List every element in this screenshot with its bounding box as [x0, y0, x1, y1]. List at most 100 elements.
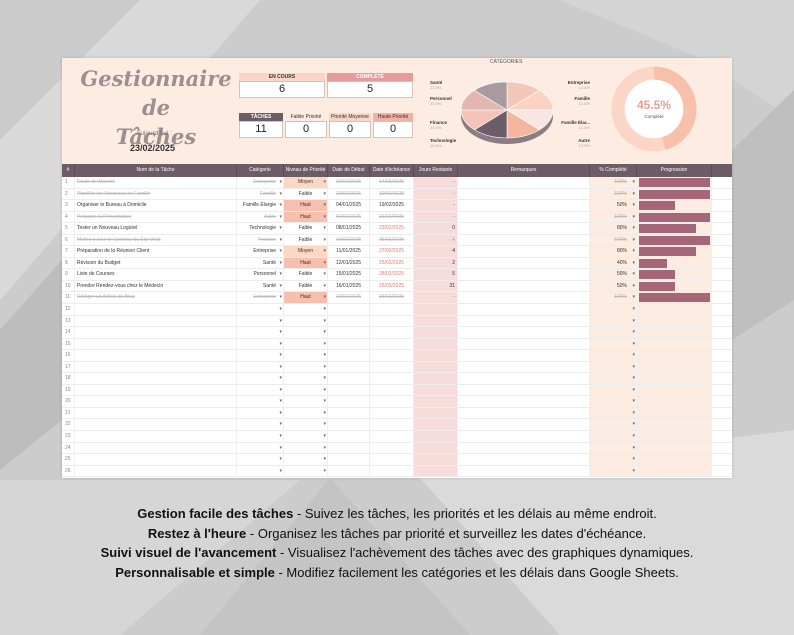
- cell-due-date[interactable]: 28/02/2025: [370, 269, 414, 280]
- cell-priority[interactable]: Haut: [284, 200, 328, 211]
- cell-category[interactable]: Autre: [237, 211, 284, 223]
- cell-task-name[interactable]: Liste de Courses: [75, 269, 237, 280]
- cell-task-name[interactable]: [75, 350, 237, 361]
- cell-due-date[interactable]: [370, 338, 414, 350]
- cell-category[interactable]: [237, 373, 284, 384]
- cell-task-name[interactable]: [75, 315, 237, 327]
- cell-remarks[interactable]: [458, 396, 590, 407]
- cell-due-date[interactable]: [370, 304, 414, 315]
- cell-priority[interactable]: [284, 373, 328, 384]
- cell-remarks[interactable]: [458, 280, 590, 292]
- cell-remarks[interactable]: [458, 188, 590, 200]
- cell-start-date[interactable]: [328, 315, 370, 327]
- column-header-category[interactable]: Catégorie: [237, 164, 284, 177]
- cell-remarks[interactable]: [458, 269, 590, 280]
- cell-remarks[interactable]: [458, 419, 590, 431]
- cell-remarks[interactable]: [458, 454, 590, 465]
- cell-percent-complete[interactable]: 100%: [590, 211, 637, 223]
- cell-remarks[interactable]: [458, 211, 590, 223]
- cell-remarks[interactable]: [458, 361, 590, 373]
- cell-percent-complete[interactable]: 50%: [590, 280, 637, 292]
- cell-priority[interactable]: [284, 442, 328, 454]
- cell-task-name[interactable]: Révision du Budget: [75, 257, 237, 269]
- cell-percent-complete[interactable]: 50%: [590, 200, 637, 211]
- cell-percent-complete[interactable]: [590, 361, 637, 373]
- cell-percent-complete[interactable]: [590, 327, 637, 338]
- cell-category[interactable]: Personnel: [237, 269, 284, 280]
- cell-percent-complete[interactable]: 100%: [590, 234, 637, 246]
- cell-task-name[interactable]: [75, 419, 237, 431]
- cell-priority[interactable]: [284, 396, 328, 407]
- cell-task-name[interactable]: Prendre Rendez-vous chez le Médecin: [75, 280, 237, 292]
- cell-remarks[interactable]: [458, 292, 590, 304]
- cell-priority[interactable]: [284, 315, 328, 327]
- cell-start-date[interactable]: [328, 338, 370, 350]
- cell-percent-complete[interactable]: 80%: [590, 223, 637, 234]
- cell-priority[interactable]: Faible: [284, 234, 328, 246]
- cell-percent-complete[interactable]: [590, 304, 637, 315]
- cell-percent-complete[interactable]: 80%: [590, 246, 637, 257]
- cell-remarks[interactable]: [458, 223, 590, 234]
- cell-start-date[interactable]: 10/01/2025: [328, 234, 370, 246]
- cell-category[interactable]: [237, 431, 284, 442]
- cell-category[interactable]: Finance: [237, 234, 284, 246]
- cell-category[interactable]: [237, 327, 284, 338]
- cell-priority[interactable]: [284, 465, 328, 477]
- cell-priority[interactable]: [284, 419, 328, 431]
- column-header-row-number[interactable]: #: [62, 164, 75, 177]
- cell-priority[interactable]: [284, 350, 328, 361]
- cell-percent-complete[interactable]: 100%: [590, 177, 637, 188]
- cell-remarks[interactable]: [458, 373, 590, 384]
- cell-category[interactable]: [237, 315, 284, 327]
- cell-category[interactable]: Famille Élargie: [237, 200, 284, 211]
- cell-due-date[interactable]: [370, 442, 414, 454]
- cell-task-name[interactable]: Rédiger un Article de Blog: [75, 292, 237, 304]
- cell-category[interactable]: [237, 454, 284, 465]
- cell-priority[interactable]: [284, 454, 328, 465]
- cell-start-date[interactable]: [328, 465, 370, 477]
- cell-percent-complete[interactable]: [590, 465, 637, 477]
- cell-due-date[interactable]: [370, 384, 414, 396]
- cell-percent-complete[interactable]: 40%: [590, 257, 637, 269]
- cell-task-name[interactable]: [75, 407, 237, 419]
- cell-percent-complete[interactable]: 100%: [590, 188, 637, 200]
- cell-priority[interactable]: [284, 338, 328, 350]
- cell-remarks[interactable]: [458, 465, 590, 477]
- cell-priority[interactable]: [284, 384, 328, 396]
- cell-task-name[interactable]: [75, 442, 237, 454]
- cell-category[interactable]: [237, 384, 284, 396]
- cell-start-date[interactable]: 11/01/2025: [328, 246, 370, 257]
- cell-task-name[interactable]: [75, 304, 237, 315]
- cell-task-name[interactable]: [75, 465, 237, 477]
- cell-category[interactable]: [237, 465, 284, 477]
- cell-percent-complete[interactable]: [590, 396, 637, 407]
- cell-remarks[interactable]: [458, 177, 590, 188]
- cell-task-name[interactable]: Organiser le Bureau à Domicile: [75, 200, 237, 211]
- cell-priority[interactable]: Haut: [284, 292, 328, 304]
- cell-start-date[interactable]: [328, 361, 370, 373]
- cell-percent-complete[interactable]: [590, 373, 637, 384]
- cell-remarks[interactable]: [458, 338, 590, 350]
- cell-start-date[interactable]: 01/02/2025: [328, 211, 370, 223]
- cell-percent-complete[interactable]: [590, 384, 637, 396]
- cell-percent-complete[interactable]: [590, 454, 637, 465]
- cell-percent-complete[interactable]: [590, 350, 637, 361]
- cell-remarks[interactable]: [458, 200, 590, 211]
- cell-priority[interactable]: [284, 361, 328, 373]
- cell-priority[interactable]: Faible: [284, 280, 328, 292]
- cell-due-date[interactable]: 14/02/2025: [370, 177, 414, 188]
- cell-remarks[interactable]: [458, 246, 590, 257]
- cell-start-date[interactable]: [328, 327, 370, 338]
- cell-category[interactable]: Santé: [237, 257, 284, 269]
- cell-remarks[interactable]: [458, 384, 590, 396]
- cell-due-date[interactable]: [370, 431, 414, 442]
- cell-task-name[interactable]: Étude de Marché: [75, 177, 237, 188]
- cell-remarks[interactable]: [458, 257, 590, 269]
- cell-start-date[interactable]: 16/01/2025: [328, 280, 370, 292]
- cell-priority[interactable]: Moyen: [284, 246, 328, 257]
- cell-percent-complete[interactable]: [590, 442, 637, 454]
- cell-due-date[interactable]: 10/02/2025: [370, 188, 414, 200]
- cell-priority[interactable]: Faible: [284, 269, 328, 280]
- cell-remarks[interactable]: [458, 315, 590, 327]
- cell-remarks[interactable]: [458, 442, 590, 454]
